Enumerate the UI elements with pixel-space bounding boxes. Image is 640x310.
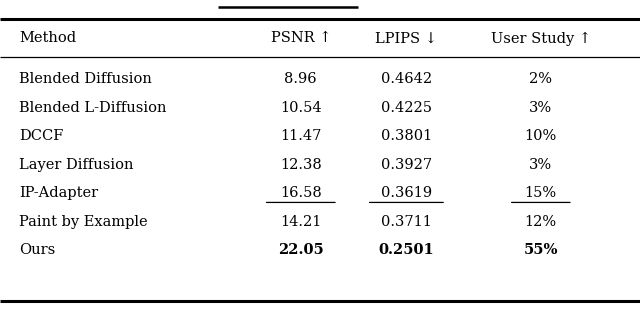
Text: 10.54: 10.54 — [280, 100, 322, 115]
Text: 14.21: 14.21 — [280, 215, 321, 229]
Text: LPIPS ↓: LPIPS ↓ — [376, 31, 437, 46]
Text: User Study ↑: User Study ↑ — [491, 31, 591, 46]
Text: 10%: 10% — [525, 129, 557, 143]
Text: 0.3711: 0.3711 — [381, 215, 432, 229]
Text: Ours: Ours — [19, 243, 56, 257]
Text: 55%: 55% — [524, 243, 558, 257]
Text: 3%: 3% — [529, 100, 552, 115]
Text: 3%: 3% — [529, 157, 552, 172]
Text: 0.2501: 0.2501 — [378, 243, 435, 257]
Text: 0.4225: 0.4225 — [381, 100, 432, 115]
Text: Paint by Example: Paint by Example — [19, 215, 148, 229]
Text: 12%: 12% — [525, 215, 557, 229]
Text: 8.96: 8.96 — [285, 72, 317, 86]
Text: 0.4642: 0.4642 — [381, 72, 432, 86]
Text: PSNR ↑: PSNR ↑ — [271, 31, 331, 46]
Text: DCCF: DCCF — [19, 129, 63, 143]
Text: Blended Diffusion: Blended Diffusion — [19, 72, 152, 86]
Text: 0.3927: 0.3927 — [381, 157, 432, 172]
Text: Layer Diffusion: Layer Diffusion — [19, 157, 134, 172]
Text: Blended L-Diffusion: Blended L-Diffusion — [19, 100, 166, 115]
Text: 0.3619: 0.3619 — [381, 186, 432, 200]
Text: 16.58: 16.58 — [280, 186, 322, 200]
Text: 22.05: 22.05 — [278, 243, 324, 257]
Text: Method: Method — [19, 31, 76, 46]
Text: 0.3801: 0.3801 — [381, 129, 432, 143]
Text: 15%: 15% — [525, 186, 557, 200]
Text: 12.38: 12.38 — [280, 157, 322, 172]
Text: 11.47: 11.47 — [280, 129, 321, 143]
Text: IP-Adapter: IP-Adapter — [19, 186, 99, 200]
Text: 2%: 2% — [529, 72, 552, 86]
